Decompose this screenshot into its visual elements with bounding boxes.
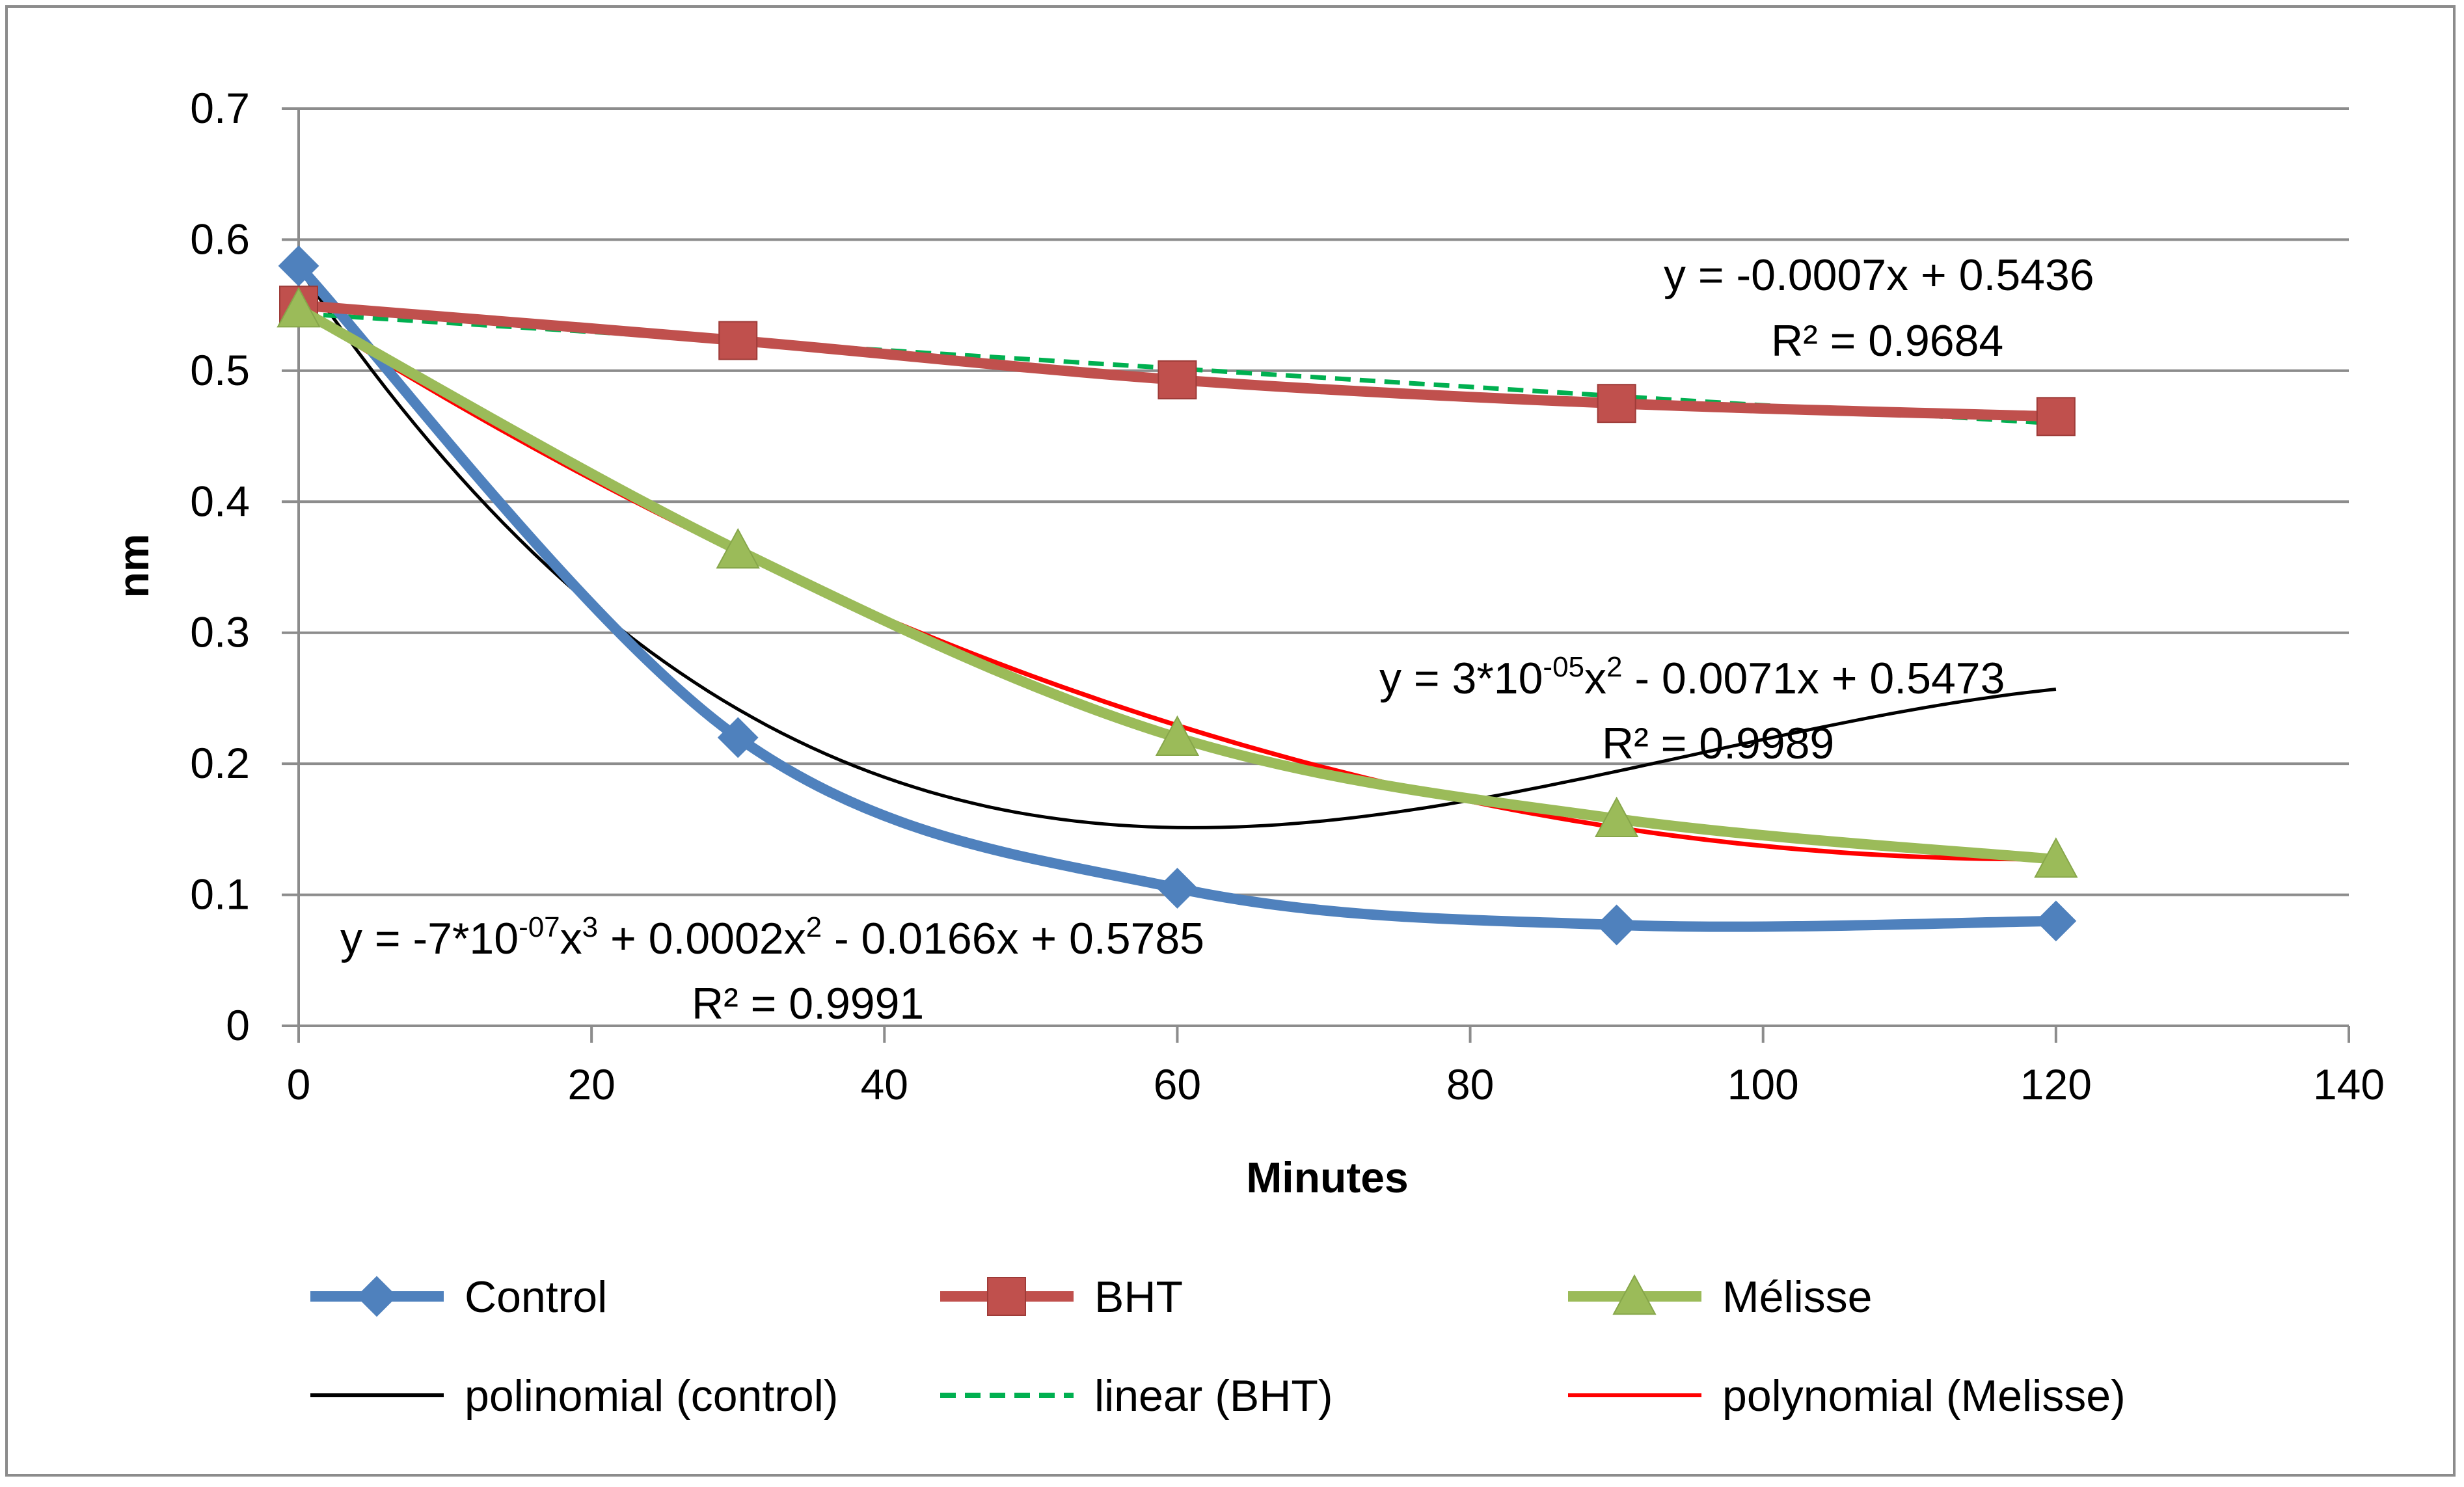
y-tick-label: 0.3 — [190, 608, 250, 656]
y-tick-label: 0 — [226, 1001, 250, 1049]
data-point-melisse — [277, 287, 321, 328]
data-point-melisse — [1155, 715, 1200, 757]
x-tick-label: 120 — [2020, 1060, 2092, 1108]
data-point-bht — [1597, 384, 1636, 423]
legend-label-control: Control — [465, 1272, 607, 1322]
legend-marker-bht — [987, 1277, 1026, 1316]
data-point-melisse — [1594, 796, 1639, 837]
y-tick-label: 0.5 — [190, 346, 250, 394]
x-tick-label: 100 — [1727, 1060, 1799, 1108]
control-equation: y = -7*10-07x3 + 0.0002x2 - 0.0166x + 0.… — [340, 911, 1204, 963]
data-point-control — [717, 717, 759, 758]
melisse-equation-annotation: y = 3*10-05x2 - 0.0071x + 0.5473 R² = 0.… — [1379, 651, 2005, 768]
data-point-control — [1157, 868, 1198, 909]
bht-equation-annotation: y = -0.0007x + 0.5436 R² = 0.9684 — [1664, 250, 2094, 366]
control-r2: R² = 0.9991 — [692, 979, 924, 1028]
x-tick-label: 20 — [567, 1060, 615, 1108]
melisse-eq-exp: -05 — [1543, 651, 1584, 683]
legend-label-bht: BHT — [1094, 1272, 1183, 1322]
data-point-melisse — [2034, 837, 2078, 878]
x-tick-label: 0 — [287, 1060, 311, 1108]
data-point-control — [278, 245, 319, 287]
data-series — [277, 245, 2078, 946]
data-point-melisse — [716, 528, 760, 569]
melisse-eq-part: x — [1584, 654, 1606, 703]
legend-label-trend-control: polinomial (control) — [465, 1371, 838, 1421]
series-line-control — [293, 260, 2061, 932]
data-point-control — [1596, 904, 1638, 946]
melisse-equation: y = 3*10-05x2 - 0.0071x + 0.5473 — [1379, 651, 2005, 703]
legend-marker-control — [356, 1276, 398, 1317]
y-tick-label: 0.6 — [190, 215, 250, 263]
x-tick-label: 40 — [861, 1060, 908, 1108]
x-tick-label: 60 — [1154, 1060, 1201, 1108]
gridlines — [299, 107, 2349, 896]
melisse-eq-exp: 2 — [1606, 651, 1622, 683]
x-axis-title: Minutes — [1246, 1153, 1408, 1201]
melisse-eq-part: - 0.0071x + 0.5473 — [1623, 654, 2005, 703]
control-eq-part: + 0.0002x — [598, 914, 806, 963]
control-eq-part: y = -7*10 — [340, 914, 519, 963]
control-eq-exp: -07 — [519, 911, 560, 943]
bht-equation: y = -0.0007x + 0.5436 — [1664, 250, 2094, 300]
x-tick-label: 140 — [2313, 1060, 2385, 1108]
y-tick-label: 0.2 — [190, 739, 250, 787]
legend-label-trend-bht: linear (BHT) — [1094, 1371, 1333, 1421]
control-equation-annotation: y = -7*10-07x3 + 0.0002x2 - 0.0166x + 0.… — [340, 911, 1204, 1028]
legend-marker-melisse — [1612, 1274, 1657, 1315]
y-tick-label: 0.7 — [190, 84, 250, 132]
legend-label-melisse: Mélisse — [1722, 1272, 1873, 1322]
axes: 0 0.1 0.2 0.3 0.4 0.5 0.6 0.7 0 20 40 60 80 100 120 140 — [190, 84, 2385, 1108]
bht-r2: R² = 0.9684 — [1771, 316, 2003, 366]
y-axis-title: nm — [109, 534, 157, 598]
melisse-r2: R² = 0.9989 — [1602, 719, 1834, 768]
data-point-bht — [1158, 360, 1197, 399]
data-point-control — [2035, 900, 2077, 942]
control-eq-part: - 0.0166x + 0.5785 — [822, 914, 1204, 963]
melisse-eq-part: y = 3*10 — [1379, 654, 1543, 703]
y-tick-label: 0.4 — [190, 477, 250, 525]
data-point-bht — [718, 321, 758, 360]
control-eq-exp: 3 — [582, 911, 598, 943]
x-tick-label: 80 — [1446, 1060, 1494, 1108]
control-eq-exp: 2 — [806, 911, 822, 943]
legend: Control BHT Mélisse polinomial (control) lin… — [310, 1272, 2126, 1421]
control-eq-part: x — [560, 914, 582, 963]
legend-label-trend-melisse: polynomial (Melisse) — [1722, 1371, 2126, 1421]
data-point-bht — [2036, 397, 2076, 436]
y-tick-label: 0.1 — [190, 870, 250, 918]
